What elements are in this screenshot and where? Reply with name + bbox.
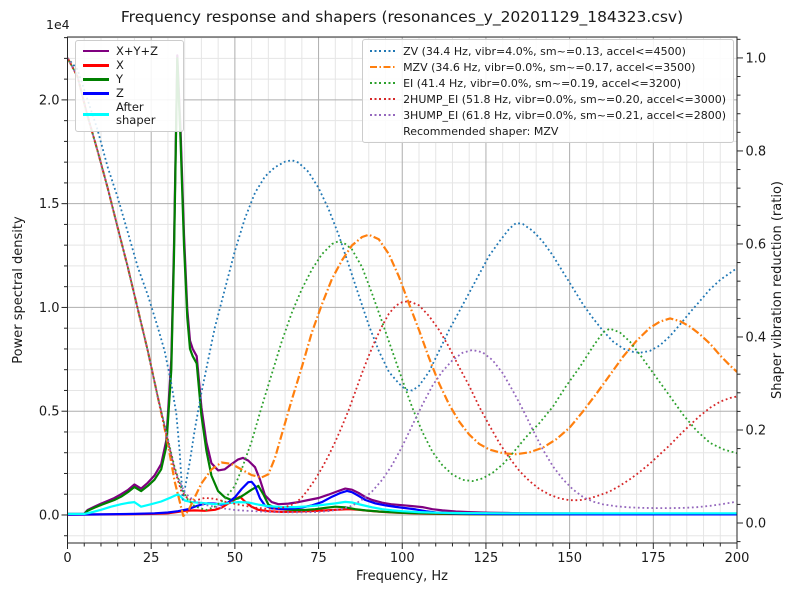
series-psd-after-shaper — [67, 493, 737, 515]
tick-label: 0.6 — [746, 237, 767, 252]
legend-line-swatch — [83, 92, 109, 95]
tick-label: 200 — [725, 551, 750, 566]
legend-line-swatch — [83, 78, 109, 81]
legend-item: ZV (34.4 Hz, vibr=4.0%, sm~=0.13, accel<… — [370, 45, 726, 58]
tick-label: 1.0 — [39, 301, 60, 316]
legend-item-recommended: Recommended shaper: MZV — [370, 125, 726, 138]
tick-label: 0.2 — [746, 423, 767, 438]
series-psd-y — [67, 57, 737, 516]
axis-tick-labels: 0 25 50 75 100 125 150 175 200 0.0 0.5 1.0 1.5 2.0 0.0… — [39, 51, 766, 566]
y-right-axis-label: Shaper vibration reduction (ratio) — [770, 181, 785, 399]
legend-item-label: EI (41.4 Hz, vibr=0.0%, sm~=0.19, accel<… — [403, 76, 682, 90]
tick-label: 2.0 — [39, 93, 60, 108]
legend-item-label: Z — [116, 86, 124, 101]
legend-item: MZV (34.6 Hz, vibr=0.0%, sm~=0.17, accel… — [370, 61, 726, 74]
axis-ticks — [61, 37, 743, 549]
y-left-axis-label: Power spectral density — [11, 216, 26, 364]
legend-item: Y — [83, 71, 176, 86]
legend-line-swatch — [370, 97, 397, 101]
legend-psd: X+Y+Z X Y Z After shaper — [75, 40, 184, 132]
series-shaper-2hump-ei — [67, 57, 737, 510]
legend-item-label: 2HUMP_EI (51.8 Hz, vibr=0.0%, sm~=0.20, … — [403, 92, 726, 106]
tick-label: 125 — [474, 551, 499, 566]
tick-label: 0 — [63, 551, 71, 566]
series-psd-z — [67, 480, 737, 516]
legend-shapers: ZV (34.4 Hz, vibr=4.0%, sm~=0.13, accel<… — [362, 39, 734, 143]
legend-item: X — [83, 57, 176, 72]
legend-line-swatch — [83, 49, 109, 53]
legend-item-label: X+Y+Z — [116, 43, 159, 58]
legend-line-swatch — [83, 113, 109, 116]
legend-item: 2HUMP_EI (51.8 Hz, vibr=0.0%, sm~=0.20, … — [370, 93, 726, 106]
legend-item: X+Y+Z — [83, 43, 176, 58]
tick-label: 75 — [310, 551, 327, 566]
legend-item-label: MZV (34.6 Hz, vibr=0.0%, sm~=0.17, accel… — [403, 60, 696, 74]
recommended-shaper-label: Recommended shaper: MZV — [403, 124, 559, 138]
legend-item-label: After shaper — [116, 100, 156, 128]
legend-line-swatch — [370, 49, 397, 53]
tick-label: 0.0 — [39, 508, 60, 523]
series-shaper-mzv — [67, 57, 737, 518]
tick-label: 100 — [390, 551, 415, 566]
legend-item: Z — [83, 87, 176, 100]
tick-label: 0.5 — [39, 405, 60, 420]
tick-label: 50 — [227, 551, 244, 566]
legend-item-label: X — [116, 57, 124, 72]
legend-line-swatch — [83, 64, 109, 67]
tick-label: 0.0 — [746, 517, 767, 532]
y-left-offset-text: 1e4 — [46, 17, 70, 32]
tick-label: 175 — [641, 551, 666, 566]
legend-line-swatch — [370, 113, 397, 117]
tick-label: 0.4 — [746, 330, 767, 345]
legend-line-swatch — [370, 81, 397, 85]
legend-line-swatch — [370, 65, 397, 69]
chart-title: Frequency response and shapers (resonanc… — [121, 8, 683, 27]
legend-item: EI (41.4 Hz, vibr=0.0%, sm~=0.19, accel<… — [370, 77, 726, 90]
legend-item: After shaper — [83, 101, 176, 127]
tick-label: 0.8 — [746, 144, 767, 159]
legend-item-label: 3HUMP_EI (61.8 Hz, vibr=0.0%, sm~=0.21, … — [403, 108, 726, 122]
legend-item-label: ZV (34.4 Hz, vibr=4.0%, sm~=0.13, accel<… — [403, 44, 686, 58]
tick-label: 1.5 — [39, 197, 60, 212]
legend-item: 3HUMP_EI (61.8 Hz, vibr=0.0%, sm~=0.21, … — [370, 109, 726, 122]
data-series — [67, 54, 737, 518]
legend-item-label: Y — [116, 71, 124, 86]
tick-label: 25 — [143, 551, 160, 566]
tick-label: 1.0 — [746, 51, 767, 66]
series-shaper-zv — [67, 57, 737, 501]
tick-label: 150 — [557, 551, 582, 566]
x-axis-label: Frequency, Hz — [356, 569, 448, 584]
